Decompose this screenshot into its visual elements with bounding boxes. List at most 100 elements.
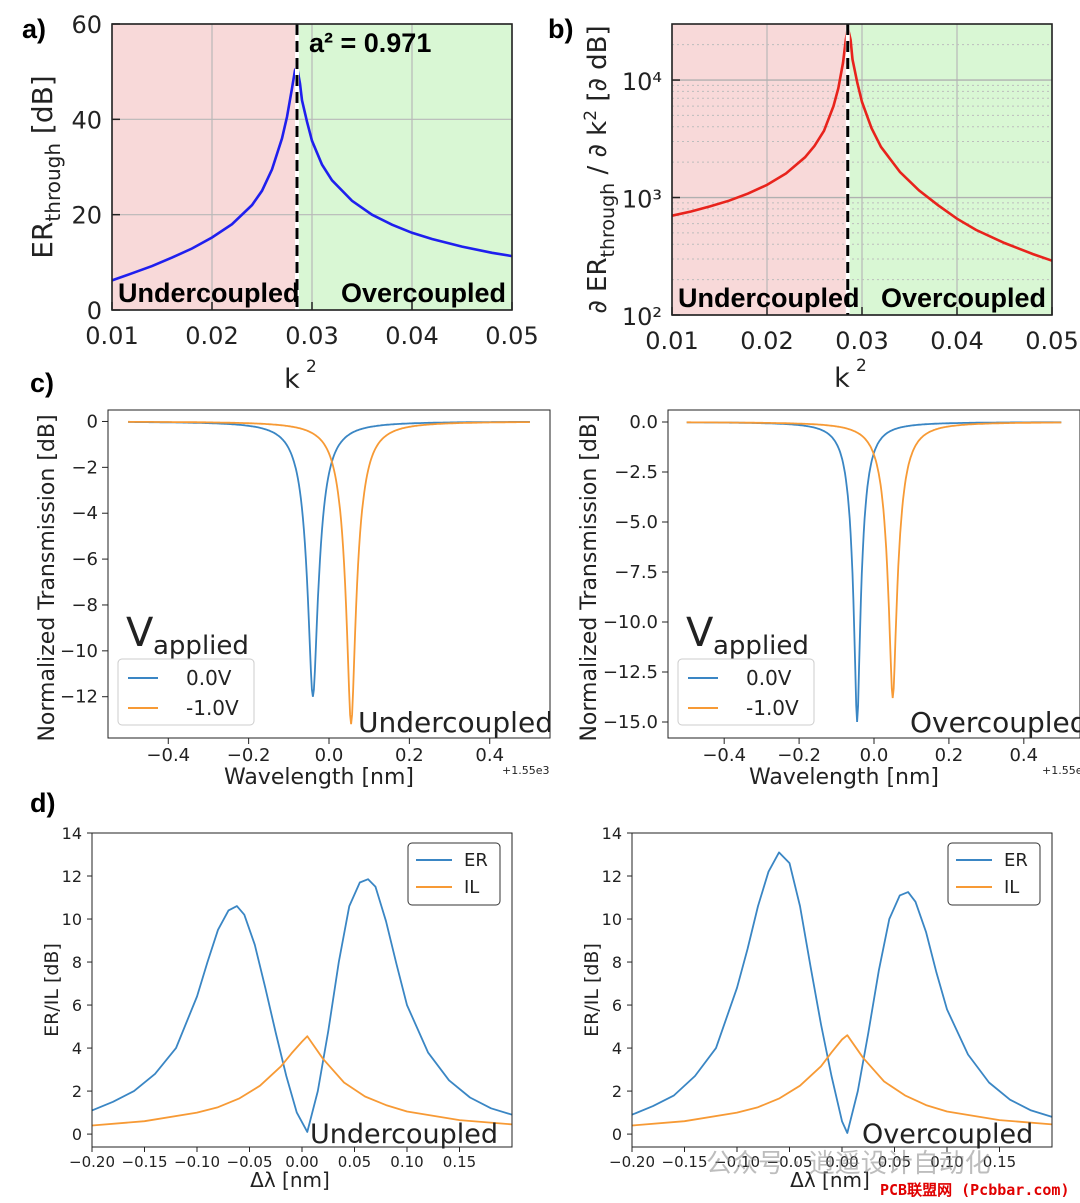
panel-d-right: −0.20 −0.15 −0.10 −0.05 0.00 0.05 0.10 0.15 0 2 4 6…	[581, 824, 1053, 1192]
overcoupled-label: Overcoupled	[341, 278, 506, 308]
x-tick-label: −0.05	[767, 1153, 813, 1171]
x-tick-label: 0.4	[1009, 745, 1038, 766]
x-tick-label: 0.02	[185, 322, 238, 350]
y-axis-label: Normalized Transmission [dB]	[35, 414, 60, 741]
panel-label-a: a)	[22, 14, 46, 44]
x-tick-label: −0.05	[227, 1153, 273, 1171]
y-tick-label: 40	[71, 106, 102, 134]
y-tick-label: −15.0	[603, 712, 658, 733]
legend-label: 0.0V	[186, 666, 232, 690]
y-tick-label: −2.5	[614, 462, 658, 483]
x-tick-label: 0.00	[285, 1153, 318, 1171]
panel-label-b: b)	[548, 14, 573, 44]
y-tick-label: 14	[602, 824, 622, 843]
y-tick-label: 10	[62, 910, 82, 929]
x-tick-label: 0.05	[338, 1153, 371, 1171]
y-tick-label: −12	[60, 687, 98, 708]
panel-c-right: −0.4 −0.2 0.0 0.2 0.4 −15.0 −12.5 −10.0 −7.5 −5.0…	[577, 409, 1080, 790]
legend-label: IL	[1004, 877, 1019, 898]
y-tick-label: −8	[71, 595, 98, 616]
y-tick-label: 2	[72, 1082, 82, 1101]
x-tick-label: 0.10	[930, 1153, 963, 1171]
x-axis-label-sup: 2	[306, 357, 317, 377]
curve--1.0V	[128, 420, 530, 725]
panel-a: 0 20 40 60 0.01 0.02 0.03 0.04 0.05 Undercoupled O…	[26, 11, 539, 395]
y-tick-label: 20	[71, 202, 102, 230]
y-tick-label: −2	[71, 457, 98, 478]
legend-title-sub: applied	[153, 631, 249, 661]
x-tick-label: −0.10	[714, 1153, 760, 1171]
y-tick-label: −10.0	[603, 612, 658, 633]
legend-label: -1.0V	[746, 696, 799, 720]
corner-label: Overcoupled	[862, 1119, 1033, 1150]
offset-label: +1.55e3	[502, 764, 549, 777]
legend-label: ER	[1004, 850, 1028, 871]
panel-c-left: −0.4 −0.2 0.0 0.2 0.4 −12 −10 −8 −6 −4 −2 0 Waveleng…	[35, 409, 553, 790]
axes-frame	[111, 23, 513, 311]
undercoupled-label: Undercoupled	[118, 278, 300, 308]
curve-IL	[631, 1034, 1053, 1127]
x-axis-label: Δλ [nm]	[790, 1168, 870, 1192]
x-tick-label: 0.01	[645, 327, 698, 355]
x-tick-label: 0.01	[85, 322, 138, 350]
x-tick-label: −0.4	[702, 745, 746, 766]
x-tick-label: 0.0	[315, 745, 344, 766]
y-tick-label: 4	[612, 1039, 622, 1058]
undercoupled-region	[672, 24, 848, 315]
x-tick-label: −0.15	[662, 1153, 708, 1171]
y-tick-label: 0	[72, 1125, 82, 1144]
x-axis-label: k	[284, 364, 300, 395]
y-tick-label: 0	[87, 297, 102, 325]
curve-ER	[631, 851, 1053, 1134]
x-tick-label: 0.2	[395, 745, 424, 766]
x-tick-label: 0.0	[860, 745, 889, 766]
x-tick-label: −0.2	[777, 745, 821, 766]
y-axis-label: ER/IL [dB]	[41, 943, 63, 1037]
x-axis-label: Wavelength [nm]	[224, 765, 414, 790]
legend-label: IL	[464, 877, 479, 898]
x-tick-label: −0.20	[609, 1153, 655, 1171]
x-tick-label: 0.15	[983, 1153, 1016, 1171]
y-axis-label: ER/IL [dB]	[581, 943, 603, 1037]
y-tick-label: 60	[71, 11, 102, 39]
y-tick-label: 12	[62, 867, 82, 886]
x-tick-label: 0.05	[878, 1153, 911, 1171]
x-tick-label: 0.02	[740, 327, 793, 355]
y-axis-label: ∂ ERthrough / ∂ k2 [∂ dB]	[581, 25, 619, 313]
legend-box	[407, 842, 501, 906]
y-tick-label: 0.0	[629, 412, 658, 433]
y-tick-label: 6	[612, 996, 622, 1015]
y-tick-label: 10	[602, 910, 622, 929]
y-tick-label: 6	[72, 996, 82, 1015]
curve--1.0V	[686, 421, 1062, 699]
y-axis-label: ERthrough [dB]	[26, 75, 65, 258]
y-tick-label: −4	[71, 503, 98, 524]
x-tick-label: −0.4	[146, 745, 190, 766]
y-tick-label: −10	[60, 641, 98, 662]
x-tick-label: −0.2	[227, 745, 271, 766]
x-tick-label: 0.03	[285, 322, 338, 350]
x-tick-label: 0.2	[935, 745, 964, 766]
x-tick-label: 0.15	[443, 1153, 476, 1171]
overcoupled-region	[847, 24, 1052, 315]
panel-label-c: c)	[30, 368, 54, 398]
x-tick-label: 0.10	[390, 1153, 423, 1171]
y-axis-label: Normalized Transmission [dB]	[577, 414, 602, 741]
panel-d-left: −0.20 −0.15 −0.10 −0.05 0.00 0.05 0.10 0.15 0 2 4 6…	[41, 824, 513, 1192]
x-tick-label: 0.04	[930, 327, 983, 355]
curve-IL	[91, 1035, 513, 1127]
axes-frame	[671, 23, 1053, 316]
legend-title: V	[126, 610, 154, 656]
legend-label: ER	[464, 850, 488, 871]
y-tick-label: −7.5	[614, 562, 658, 583]
undercoupled-label: Undercoupled	[678, 283, 860, 313]
y-tick-label: 8	[612, 953, 622, 972]
x-axis-label: Wavelength [nm]	[749, 765, 939, 790]
corner-label: Overcoupled	[910, 706, 1080, 739]
corner-label: Undercoupled	[358, 706, 553, 739]
legend-box	[947, 842, 1041, 906]
y-tick-label: 8	[72, 953, 82, 972]
y-tick-label: 14	[62, 824, 82, 843]
x-tick-label: −0.10	[174, 1153, 220, 1171]
